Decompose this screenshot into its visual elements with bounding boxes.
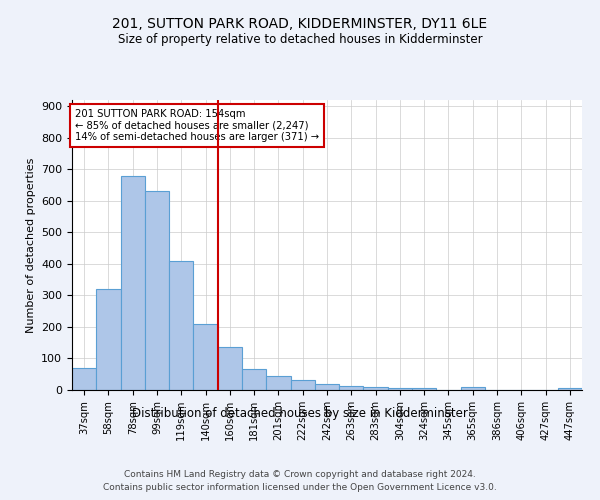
Bar	[72, 368, 96, 390]
Bar	[266, 376, 290, 390]
Text: Distribution of detached houses by size in Kidderminster: Distribution of detached houses by size …	[132, 408, 468, 420]
Y-axis label: Number of detached properties: Number of detached properties	[26, 158, 35, 332]
Bar	[364, 387, 388, 390]
Text: Size of property relative to detached houses in Kidderminster: Size of property relative to detached ho…	[118, 32, 482, 46]
Bar	[290, 380, 315, 390]
Bar	[193, 324, 218, 390]
Bar	[145, 192, 169, 390]
Text: Contains HM Land Registry data © Crown copyright and database right 2024.: Contains HM Land Registry data © Crown c…	[124, 470, 476, 479]
Bar	[412, 388, 436, 390]
Bar	[388, 388, 412, 390]
Bar	[218, 348, 242, 390]
Bar	[96, 289, 121, 390]
Text: 201 SUTTON PARK ROAD: 154sqm
← 85% of detached houses are smaller (2,247)
14% of: 201 SUTTON PARK ROAD: 154sqm ← 85% of de…	[74, 108, 319, 142]
Bar	[315, 384, 339, 390]
Text: Contains public sector information licensed under the Open Government Licence v3: Contains public sector information licen…	[103, 482, 497, 492]
Bar	[169, 261, 193, 390]
Bar	[461, 388, 485, 390]
Bar	[242, 368, 266, 390]
Bar	[121, 176, 145, 390]
Bar	[339, 386, 364, 390]
Bar	[558, 388, 582, 390]
Text: 201, SUTTON PARK ROAD, KIDDERMINSTER, DY11 6LE: 201, SUTTON PARK ROAD, KIDDERMINSTER, DY…	[112, 18, 488, 32]
